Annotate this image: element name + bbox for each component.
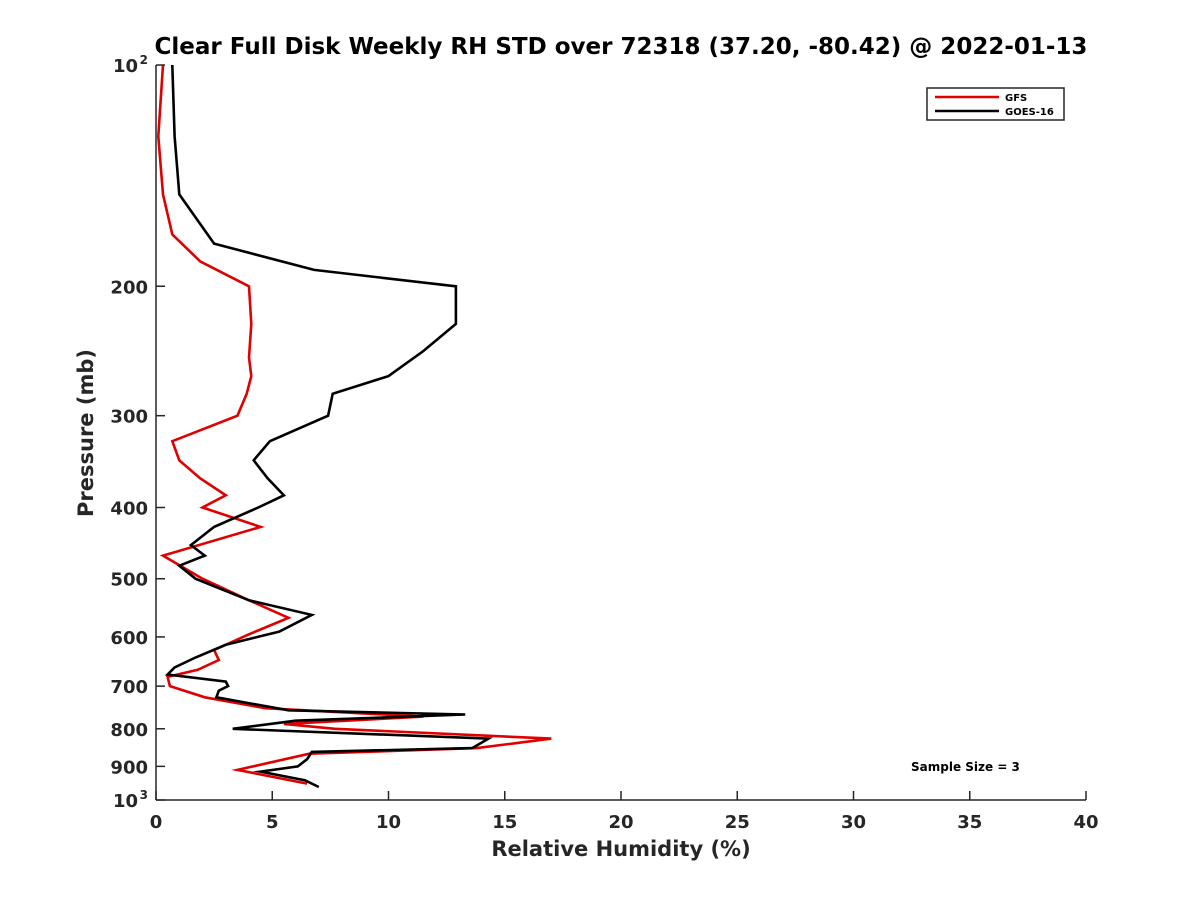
y-tick-label: 800 (110, 720, 148, 741)
legend-box (926, 87, 1065, 121)
x-axis-label: Relative Humidity (%) (491, 837, 750, 861)
x-tick-label: 10 (376, 812, 401, 833)
y-tick-label: 10 (113, 791, 138, 812)
series-layer (156, 64, 552, 789)
x-tick-label: 5 (266, 812, 279, 833)
chart-title: Clear Full Disk Weekly RH STD over 72318… (155, 34, 1088, 60)
y-axis-label: Pressure (mb) (74, 349, 98, 517)
y-tick-label: 200 (110, 277, 148, 298)
series-line-gfs (156, 64, 552, 785)
y-tick-label: 600 (110, 628, 148, 649)
x-tick-label: 25 (725, 812, 750, 833)
x-tick-label: 20 (608, 812, 633, 833)
y-tick-label: 700 (110, 677, 148, 698)
x-tick-label: 40 (1073, 812, 1098, 833)
y-tick-label: 900 (110, 757, 148, 778)
legend-label-goes16: GOES-16 (1005, 107, 1054, 118)
x-tick-label: 15 (492, 812, 517, 833)
y-tick-label: 10 (113, 56, 138, 77)
y-tick-exponent: 2 (140, 53, 148, 67)
y-tick-label: 400 (110, 499, 148, 520)
legend: GFS GOES-16 (926, 87, 1065, 121)
sample-size-annotation: Sample Size = 3 (911, 760, 1020, 774)
legend-label-gfs: GFS (1005, 93, 1027, 104)
series-line-goes16 (164, 64, 494, 789)
y-tick-label: 500 (110, 570, 148, 591)
y-tick-label: 300 (110, 407, 148, 428)
x-tick-label: 35 (957, 812, 982, 833)
x-ticks: 0 5 10 15 20 25 30 35 40 (150, 791, 1099, 833)
x-tick-label: 30 (841, 812, 866, 833)
x-tick-label: 0 (150, 812, 163, 833)
y-tick-exponent: 3 (140, 788, 148, 802)
